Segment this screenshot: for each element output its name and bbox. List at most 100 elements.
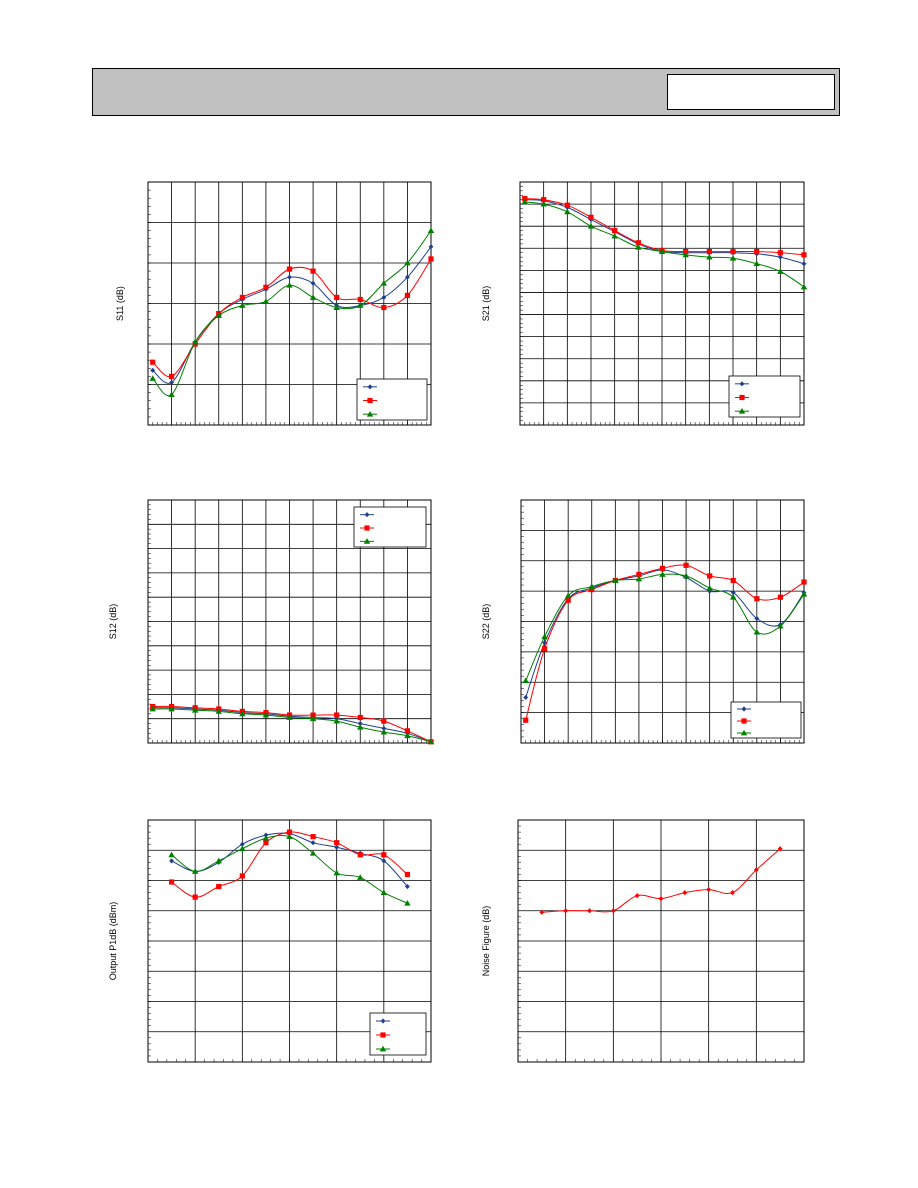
data-point [239,302,246,308]
data-point [404,292,411,298]
legend-entry-green [737,729,751,736]
data-point [309,715,317,722]
data-point [357,296,363,303]
data-point [192,894,198,900]
legend-entry-blue [360,512,374,518]
legend-marker [738,407,746,414]
data-point [404,728,411,734]
data-point [310,712,316,718]
part-number-box [667,74,835,110]
data-point [636,571,642,578]
legend-marker [367,397,373,404]
data-point [357,714,363,721]
data-point [333,717,340,724]
data-point [565,597,571,603]
data-point [730,248,736,255]
gridlines [518,820,804,1062]
data-point [191,338,199,345]
data-point [168,879,175,885]
series-line [525,573,805,681]
data-point [427,738,435,745]
chart-s21: S21 (dB) [481,181,808,426]
data-point [522,677,529,684]
legend-marker [380,1018,386,1024]
data-point [263,284,269,290]
data-point [381,304,387,311]
data-point [587,222,595,229]
data-point [287,274,292,280]
data-point [286,714,293,720]
data-point [777,594,784,600]
data-point [427,227,435,233]
legend-marker [741,718,747,724]
data-point [635,243,642,250]
data-point [168,373,175,379]
data-point [404,899,411,906]
data-point [262,834,270,841]
series-blue [150,244,434,386]
data-point [730,594,737,600]
legend-marker [739,381,745,387]
data-point [334,844,340,850]
legend [730,701,802,739]
data-point [753,867,759,873]
data-point [357,302,364,308]
data-point [729,255,737,261]
legend-entry-blue [363,384,377,390]
data-point [801,261,807,267]
data-point [683,248,689,255]
legend-entry-green [735,407,749,414]
data-point [541,646,548,652]
data-point [588,214,594,220]
data-point [309,294,317,300]
legend-entry-green [376,1045,390,1052]
legend-marker [739,394,745,401]
series-green [149,227,435,398]
data-point [286,829,293,835]
data-point [150,359,156,365]
data-point [428,256,434,262]
data-point [405,883,410,890]
legend-entry-red [737,718,751,724]
data-point [658,248,666,254]
legend-entry-blue [737,706,751,712]
legend-entry-blue [735,381,749,387]
header-bar [92,68,840,116]
data-point [777,846,783,852]
data-point [216,883,222,890]
legend-entry-green [360,538,374,544]
y-axis-label: S22 (dB) [481,604,491,640]
data-point [380,889,388,895]
series-green [149,705,435,745]
data-point [523,717,529,723]
data-point [777,250,783,256]
data-point [635,240,641,246]
data-point [754,615,760,622]
series-red [523,562,807,723]
series-line [524,199,805,265]
data-point [380,728,388,735]
data-point [334,840,340,846]
data-point [635,575,643,582]
data-point [564,202,570,208]
data-point [683,562,689,568]
data-point [659,571,666,577]
data-point [521,198,528,205]
data-point [659,565,666,571]
data-point [334,712,340,718]
data-point [539,909,545,915]
data-point [682,890,688,896]
data-point [381,725,387,732]
data-point [191,706,199,713]
data-point [169,858,174,864]
legend-marker [364,525,370,531]
data-point [333,304,340,310]
data-point [149,375,156,381]
data-point [168,391,175,398]
plot-frame [147,819,432,1063]
data-point [310,840,316,846]
data-point [357,852,363,858]
data-point [169,379,174,386]
legend-marker [741,706,747,712]
data-point [309,850,317,856]
